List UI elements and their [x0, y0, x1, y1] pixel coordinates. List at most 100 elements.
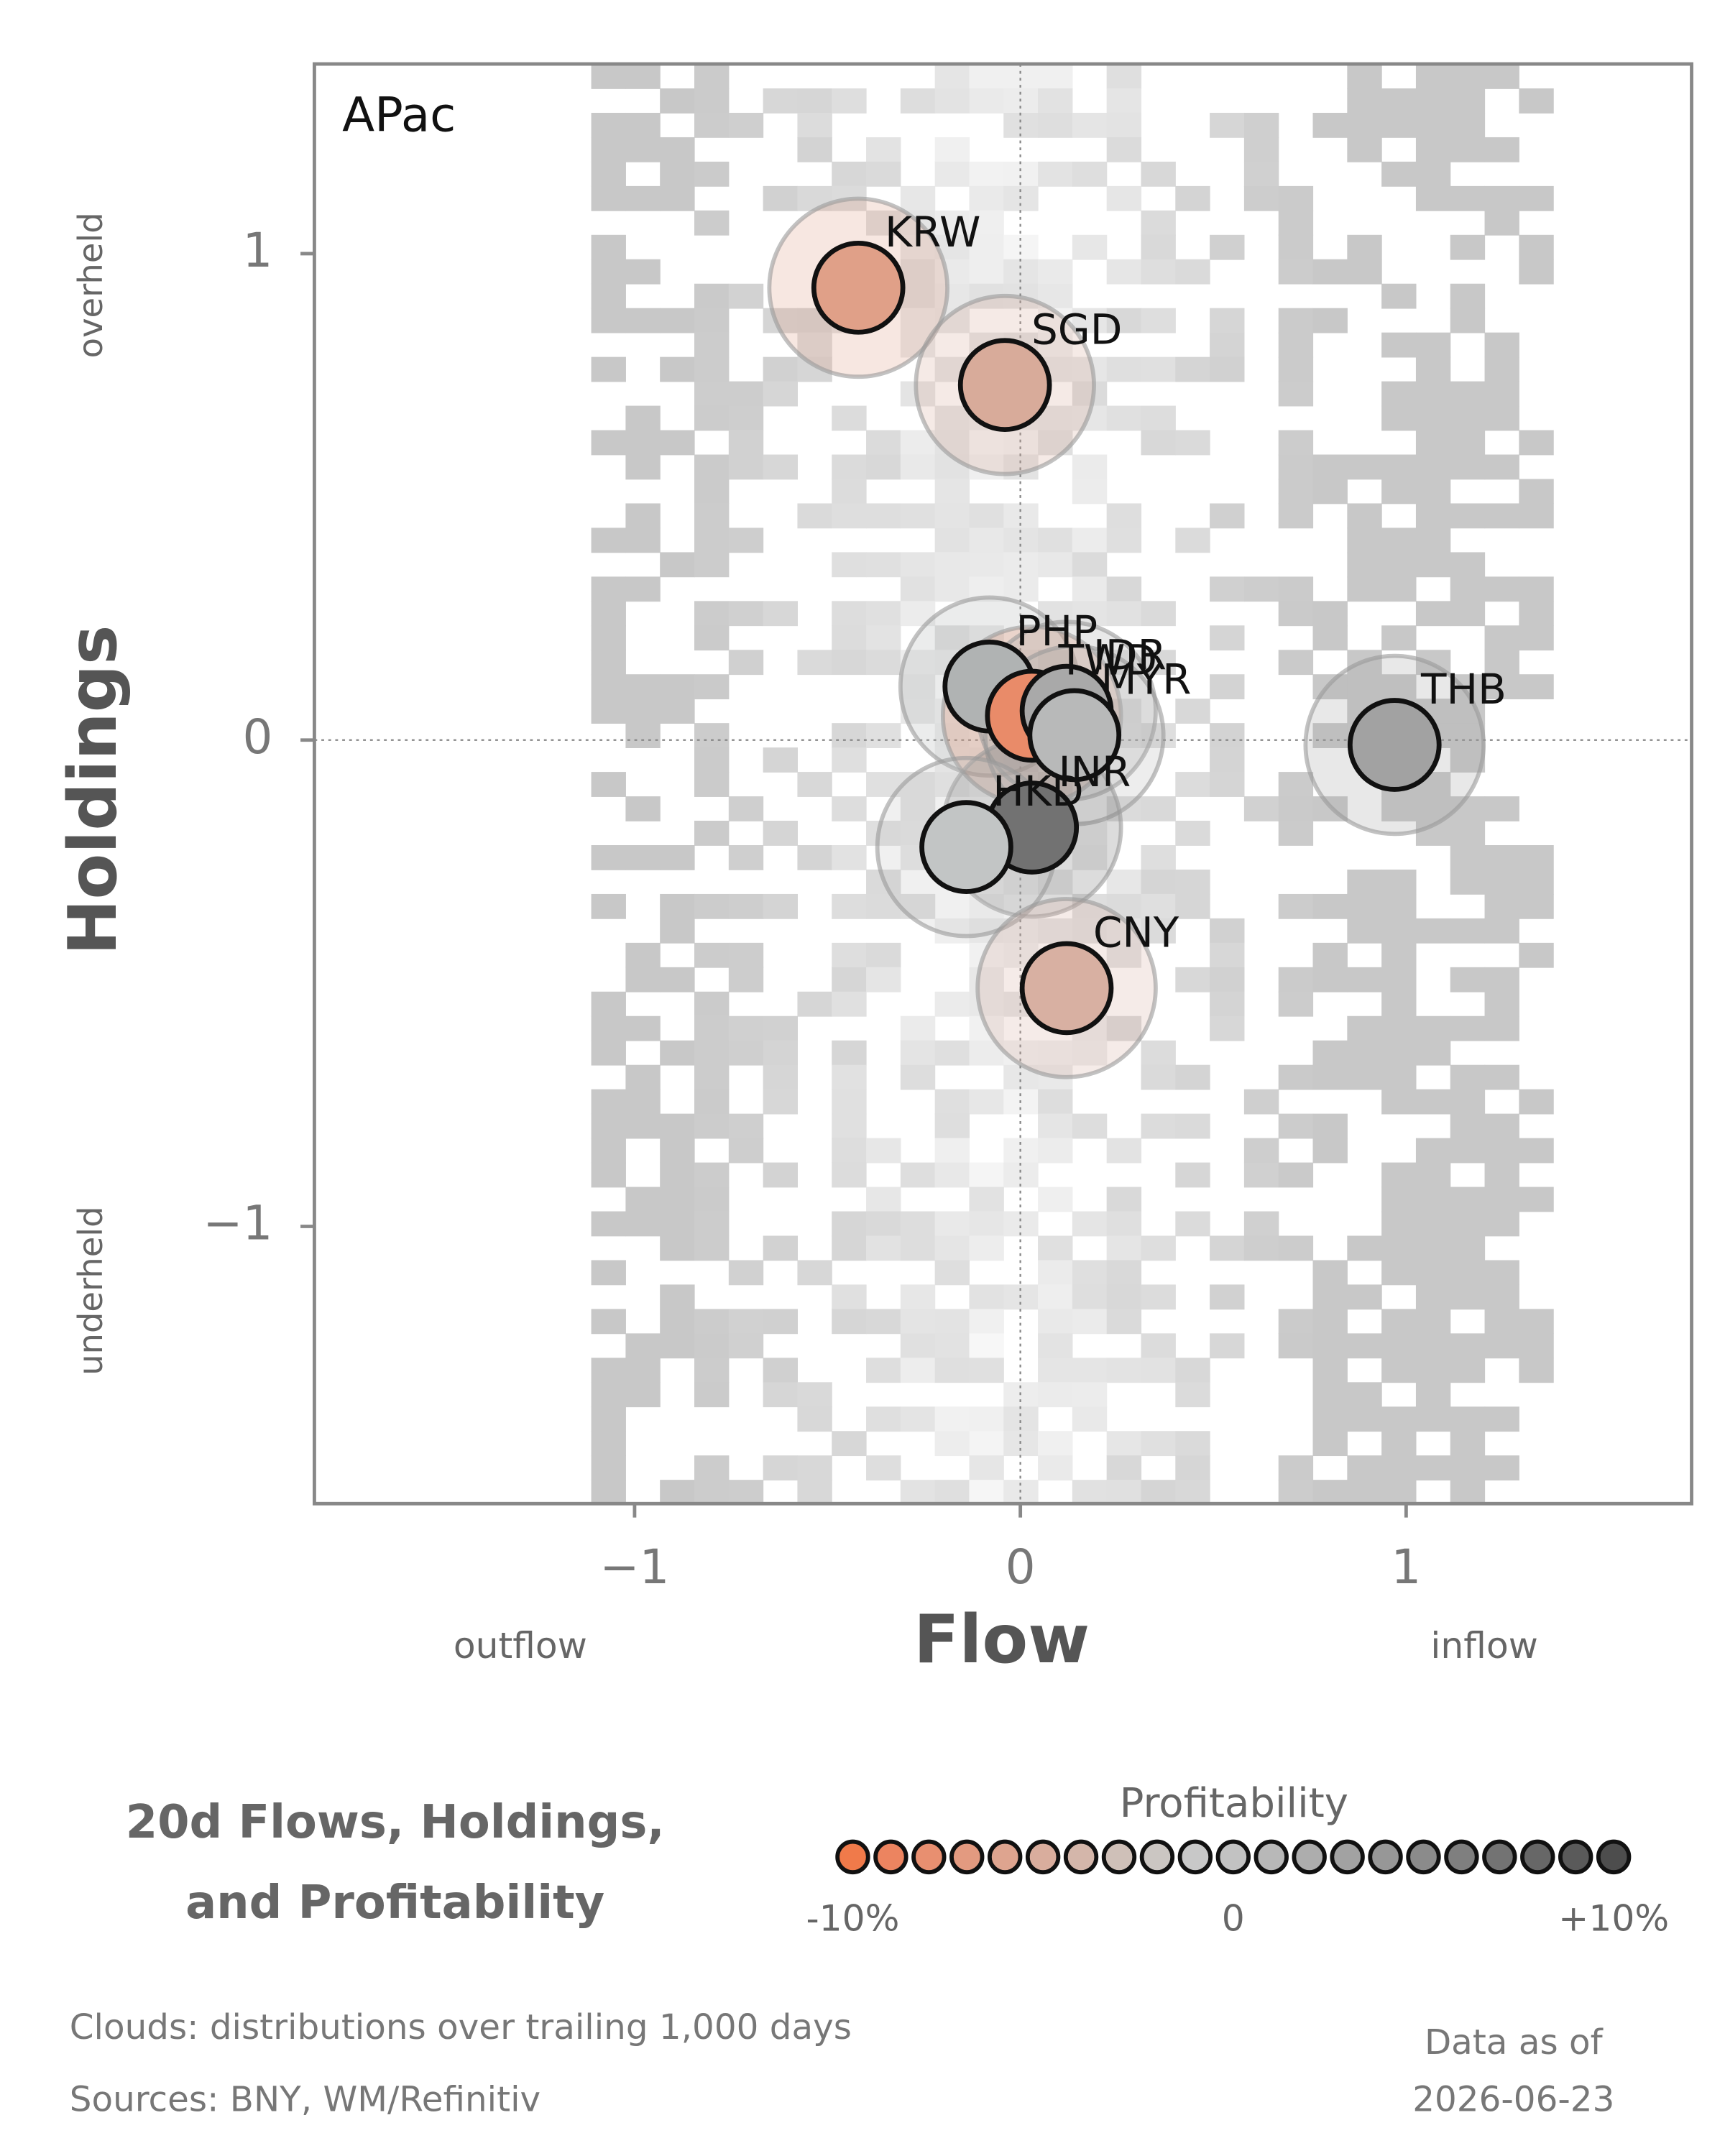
cloud-cell: [900, 1284, 936, 1310]
cloud-cell: [1484, 650, 1519, 676]
cloud-cell: [1141, 796, 1176, 821]
cloud-cell: [1175, 699, 1210, 724]
cloud-cell: [832, 479, 867, 505]
cloud-cell: [728, 967, 764, 992]
cloud-cell: [660, 918, 695, 944]
cloud-cell: [1450, 308, 1486, 333]
cloud-cell: [934, 552, 970, 578]
cloud-cell: [1312, 1138, 1348, 1164]
cloud-cell: [866, 967, 901, 992]
cloud-cell: [1484, 796, 1519, 821]
cloud-cell: [900, 1162, 936, 1188]
cloud-cell: [1450, 1089, 1486, 1115]
cloud-cell: [1381, 528, 1417, 553]
cloud-cell: [1450, 821, 1486, 846]
x-high-label: inflow: [1430, 1624, 1538, 1667]
cloud-cell: [797, 845, 832, 870]
y-tick-label: 1: [242, 223, 272, 278]
cloud-cell: [1484, 454, 1519, 480]
cloud-cell: [900, 1406, 936, 1432]
colorbar-tick-label: 0: [1222, 1897, 1245, 1939]
cloud-cell: [1484, 1162, 1519, 1188]
cloud-cell: [969, 161, 1004, 187]
cloud-cell: [797, 332, 832, 358]
panel-label: APac: [342, 88, 456, 143]
colorbar-swatch: [1596, 1839, 1632, 1875]
cloud-cell: [1243, 161, 1279, 187]
cloud-cell: [1519, 1358, 1554, 1383]
colorbar-swatch: [1444, 1839, 1479, 1875]
cloud-cell: [1484, 1187, 1519, 1212]
cloud-cell: [1106, 893, 1142, 919]
cloud-cell: [1106, 528, 1142, 553]
cloud-cell: [625, 1113, 661, 1139]
cloud-cell: [1072, 576, 1108, 602]
cloud-cell: [1347, 234, 1382, 260]
cloud-cell: [591, 576, 626, 602]
cloud-cell: [694, 1162, 730, 1188]
cloud-cell: [934, 1358, 970, 1383]
cloud-cell: [1415, 454, 1451, 480]
cloud-cell: [625, 137, 661, 162]
cloud-cell: [900, 308, 936, 333]
cloud-cell: [934, 1162, 970, 1188]
cloud-cell: [969, 1406, 1004, 1432]
cloud-cell: [969, 1089, 1004, 1115]
cloud-cell: [1141, 893, 1176, 919]
cloud-cell: [694, 1480, 730, 1505]
cloud-cell: [728, 796, 764, 821]
cloud-cell: [1210, 1333, 1245, 1359]
cloud-cell: [832, 845, 867, 870]
cloud-cell: [1243, 1162, 1279, 1188]
cloud-cell: [1381, 1089, 1417, 1115]
cloud-cell: [1175, 967, 1210, 992]
cloud-cell: [694, 625, 730, 651]
cloud-cell: [797, 1382, 832, 1408]
cloud-cell: [1347, 1284, 1382, 1310]
cloud-cell: [694, 1309, 730, 1335]
title-line: and Profitability: [185, 1876, 604, 1930]
cloud-cell: [1175, 1382, 1210, 1408]
cloud-cell: [1519, 430, 1554, 456]
cloud-cell: [1484, 674, 1519, 700]
cloud-cell: [728, 528, 764, 553]
cloud-cell: [832, 1211, 867, 1237]
cloud-cell: [1141, 1235, 1176, 1261]
cloud-cell: [1381, 283, 1417, 309]
cloud-cell: [1278, 1333, 1314, 1359]
cloud-cell: [1415, 1089, 1451, 1115]
cloud-cell: [1141, 161, 1176, 187]
cloud-cell: [1381, 1162, 1417, 1188]
cloud-cell: [763, 1382, 798, 1408]
cloud-cell: [728, 381, 764, 407]
cloud-cell: [625, 1358, 661, 1383]
point: [919, 800, 1013, 894]
cloud-cell: [1312, 1113, 1348, 1139]
cloud-cell: [1381, 454, 1417, 480]
cloud-cell: [1484, 1260, 1519, 1286]
cloud-cell: [1210, 1284, 1245, 1310]
cloud-cell: [1278, 1162, 1314, 1188]
cloud-cell: [1312, 308, 1348, 333]
cloud-cell: [900, 88, 936, 114]
cloud-cell: [832, 1309, 867, 1335]
cloud-cell: [694, 405, 730, 431]
cloud-cell: [1484, 332, 1519, 358]
cloud-cell: [728, 1113, 764, 1139]
cloud-cell: [797, 650, 832, 676]
cloud-cell: [1141, 405, 1176, 431]
cloud-cell: [1484, 405, 1519, 431]
cloud-cell: [866, 1235, 901, 1261]
cloud-cell: [1312, 893, 1348, 919]
cloud-cell: [694, 161, 730, 187]
cloud-cell: [1415, 185, 1451, 211]
y-low-label: underheld: [71, 1206, 110, 1376]
cloud-cell: [1450, 1260, 1486, 1286]
cloud-cell: [1381, 625, 1417, 651]
cloud-cell: [1106, 576, 1142, 602]
cloud-cell: [866, 942, 901, 968]
cloud-cell: [591, 1309, 626, 1335]
cloud-cell: [1175, 1358, 1210, 1383]
cloud-cell: [763, 1235, 798, 1261]
point-label: SGD: [1031, 305, 1123, 354]
